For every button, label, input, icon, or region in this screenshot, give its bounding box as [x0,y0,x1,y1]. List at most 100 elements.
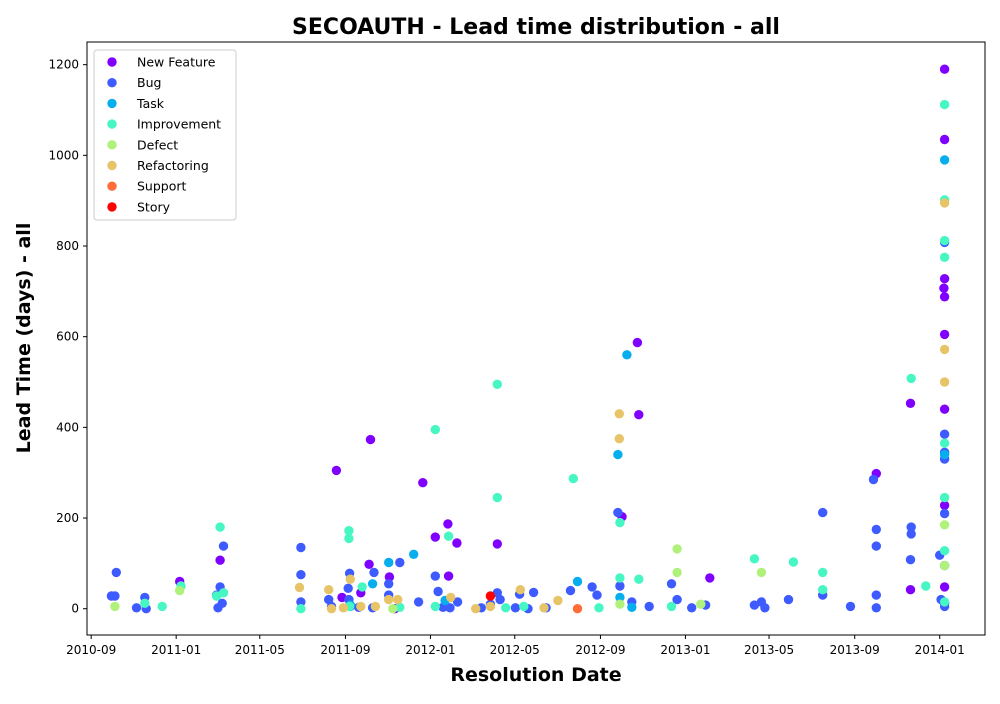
data-point [939,582,950,592]
data-point [395,557,405,568]
data-point [905,555,916,565]
data-point [939,134,950,145]
data-point [906,373,916,384]
data-point [634,574,644,584]
x-tick-label: 2013-01 [660,643,710,657]
plot-frame [86,41,986,636]
legend-label: New Feature [137,55,216,70]
x-tick-label: 2011-09 [320,643,370,657]
data-point [140,598,150,608]
data-point [326,604,337,614]
data-point [338,603,349,613]
data-point [218,541,229,551]
x-tick-label: 2012-05 [490,643,540,657]
data-point [367,579,378,589]
data-point [296,604,306,614]
y-tick-label: 400 [56,420,79,434]
data-point [528,587,539,598]
data-point [452,538,462,548]
x-tick-label: 2011-01 [151,643,201,657]
data-point [357,582,367,592]
data-point [364,559,374,569]
data-point [939,597,950,607]
data-point [296,570,306,580]
legend-marker [107,181,117,191]
data-point [939,404,950,414]
data-point [672,567,682,578]
data-point [395,602,405,612]
data-point [615,592,625,603]
data-point [492,539,502,549]
data-point [443,571,454,581]
y-tick-label: 600 [56,330,79,344]
data-point [783,594,794,605]
data-point [906,522,916,532]
data-point [430,601,440,612]
data-point [868,474,879,485]
data-point [446,592,456,603]
data-point [613,449,623,460]
data-point [433,586,443,597]
legend-marker [107,119,117,129]
data-point [369,567,379,578]
x-tick-label: 2013-09 [830,643,880,657]
y-tick-label: 200 [56,511,79,525]
data-point [430,571,440,581]
data-point [384,579,394,589]
y-axis-label: Lead Time (days) - all [13,223,35,454]
data-point [939,344,950,355]
data-point [818,507,828,518]
y-tick-label: 800 [56,239,79,253]
data-point [471,604,481,614]
data-point [666,601,677,612]
data-point [384,557,394,568]
data-point [622,350,632,360]
data-point [218,588,229,598]
data-point [492,379,502,389]
data-point [756,567,767,578]
data-point [594,603,604,613]
legend-label: Support [137,179,187,194]
data-point [939,546,950,556]
data-point [409,549,419,559]
data-point [627,602,637,612]
legend-marker [107,98,117,109]
x-tick-label: 2014-01 [915,643,965,657]
data-point [384,572,395,582]
data-point [393,594,403,605]
legend-marker [107,78,117,88]
data-point [845,601,856,612]
legend-marker [107,57,117,67]
data-point [111,567,122,578]
data-point [939,252,950,262]
data-point [939,329,950,340]
data-point [515,585,525,595]
x-tick-label: 2013-05 [744,643,794,657]
data-point [615,517,625,528]
data-point [696,599,706,609]
data-point [572,576,583,587]
data-point [615,599,625,609]
data-point [370,601,381,612]
data-point [871,524,881,535]
data-point [818,585,828,595]
data-point [871,541,881,551]
data-point [939,438,950,448]
data-point [331,465,342,476]
data-point [905,398,916,408]
data-point [131,603,142,613]
data-point [485,601,496,612]
data-point [413,597,424,607]
data-point [492,492,502,503]
data-point [418,478,428,488]
legend-marker [107,202,117,212]
data-point [510,603,521,613]
data-point [939,292,950,302]
data-point [365,434,376,445]
data-point [939,508,950,519]
chart-title: SECOAUTH - Lead time distribution - all [292,15,780,40]
data-point [614,409,624,419]
data-point [613,507,623,518]
data-point [324,585,334,595]
data-point [344,533,354,544]
